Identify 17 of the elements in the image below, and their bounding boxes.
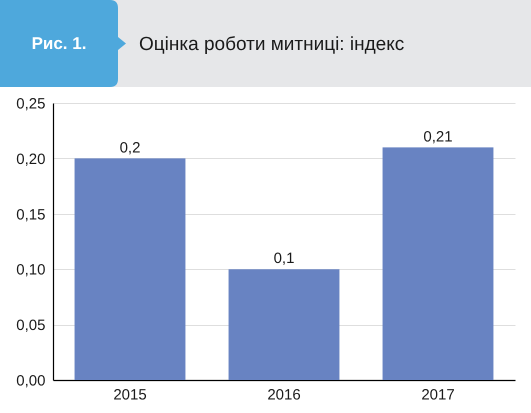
data-label: 0,21 [423, 128, 453, 146]
bar [74, 158, 186, 380]
x-tick-label: 2017 [421, 386, 455, 404]
x-tick-label: 2015 [113, 386, 147, 404]
x-tick-label: 2016 [267, 386, 301, 404]
chart-subtitle: Оцінка роботи митниці: індекс [139, 34, 404, 55]
y-tick-label: 0,10 [16, 262, 46, 279]
y-tick-label: 0,15 [16, 206, 46, 224]
data-label: 0,2 [120, 139, 140, 156]
y-tick-label: 0,05 [16, 317, 46, 334]
bar [228, 269, 340, 380]
y-tick-label: 0,25 [16, 96, 46, 112]
chart-title: Рис. 1. [32, 34, 86, 53]
bar [382, 147, 494, 380]
y-tick-label: 0,00 [16, 372, 46, 390]
y-tick-label: 0,20 [16, 150, 46, 168]
data-label: 0,1 [274, 250, 294, 268]
